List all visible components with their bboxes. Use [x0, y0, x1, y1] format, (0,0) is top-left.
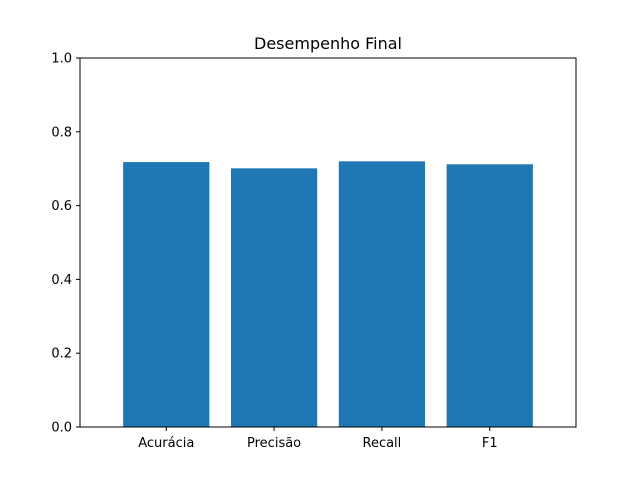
y-tick-label: 0.0 [51, 421, 72, 436]
bar-precisao [230, 168, 318, 427]
x-tick-label: Acurácia [138, 436, 194, 451]
x-tick-label: Precisão [247, 436, 301, 451]
y-tick-label: 1.0 [51, 52, 72, 67]
bar-f1 [446, 164, 533, 427]
y-tick-label: 0.6 [51, 199, 72, 214]
y-axis: 0.0 0.2 0.4 0.6 0.8 1.0 [51, 52, 80, 436]
bar-recall [338, 161, 426, 427]
x-tick-label: F1 [482, 436, 498, 451]
y-tick-label: 0.4 [51, 273, 72, 288]
chart-title: Desempenho Final [254, 34, 402, 53]
x-axis: Acurácia Precisão Recall F1 [138, 427, 498, 451]
x-tick-label: Recall [363, 436, 402, 451]
plot-frame [79, 57, 577, 428]
y-tick-label: 0.2 [51, 347, 72, 362]
bar-acuracia [123, 162, 210, 427]
y-tick-label: 0.8 [51, 125, 72, 140]
bars-group [123, 161, 533, 427]
